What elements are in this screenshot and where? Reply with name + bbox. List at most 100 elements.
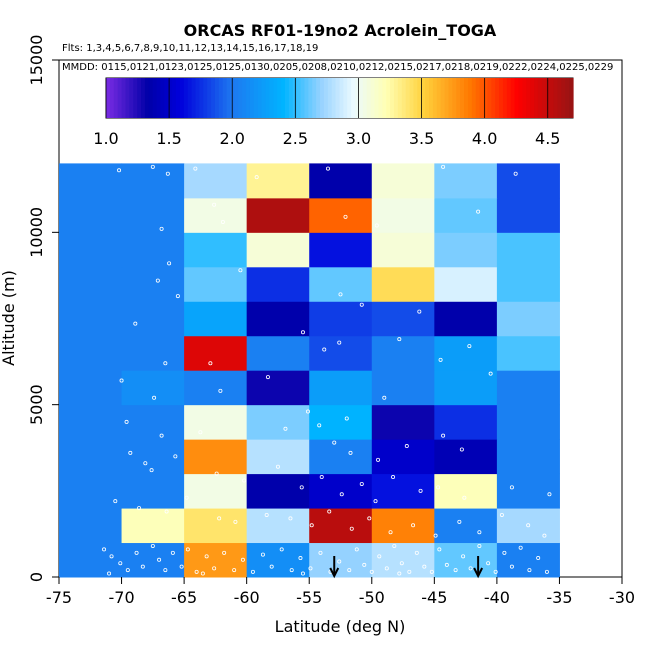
heatmap-cell: [246, 473, 310, 509]
colorbar-segment: [491, 78, 496, 118]
colorbar-segment: [242, 78, 247, 118]
observation-point: [325, 166, 330, 171]
heatmap-cell: [246, 542, 310, 578]
colorbar-tick-label: 4.5: [535, 129, 560, 148]
colorbar-segment: [483, 78, 488, 118]
colorbar-segment: [253, 78, 259, 118]
observation-point: [547, 492, 552, 497]
colorbar-segment: [475, 78, 481, 118]
colorbar-segment: [378, 78, 383, 118]
observation-point: [359, 302, 364, 307]
observation-point: [212, 202, 217, 207]
observation-point: [399, 561, 404, 566]
colorbar-segment: [499, 78, 504, 118]
heatmap-cell: [184, 197, 248, 233]
heatmap-cell: [371, 163, 435, 199]
colorbar-segment: [522, 78, 527, 118]
colorbar-segment: [530, 78, 535, 118]
colorbar-segment: [277, 78, 282, 118]
heatmap-cell: [59, 163, 123, 199]
observation-point: [354, 547, 359, 552]
observation-point: [369, 569, 374, 574]
colorbar-segment: [417, 78, 422, 118]
colorbar-segment: [125, 78, 130, 118]
observation-point: [265, 375, 270, 380]
heatmap-cell: [434, 266, 498, 302]
heatmap-cell: [246, 266, 310, 302]
heatmap-cell: [121, 404, 185, 440]
observation-point: [373, 499, 378, 504]
x-axis-label: Latitude (deg N): [275, 617, 406, 636]
heatmap-cell: [309, 163, 373, 199]
heatmap-cell: [59, 542, 123, 578]
observation-point: [344, 416, 349, 421]
colorbar-tick-label: 2.0: [219, 129, 244, 148]
heatmap-cell: [309, 473, 373, 509]
observation-point: [109, 554, 114, 559]
colorbar-segment: [557, 78, 562, 118]
heatmap-cell: [434, 370, 498, 406]
heatmap-cell: [59, 232, 123, 268]
colorbar-segment: [141, 78, 146, 118]
observation-point: [134, 550, 139, 555]
heatmap-cell: [371, 301, 435, 337]
observation-point: [414, 550, 419, 555]
y-tick-label: 10000: [27, 207, 46, 258]
observation-point: [283, 426, 288, 431]
observation-point: [164, 509, 169, 514]
heatmap-cell: [121, 301, 185, 337]
observation-point: [477, 530, 482, 535]
colorbar-tick-label: 4.0: [472, 129, 497, 148]
observation-point: [133, 321, 138, 326]
observation-point: [417, 309, 422, 314]
x-tick-label: -30: [609, 588, 635, 607]
x-tick-label: -35: [546, 588, 572, 607]
colorbar-segment: [355, 78, 360, 118]
observation-point: [509, 485, 514, 490]
down-arrow-marker: [473, 556, 484, 579]
heatmap-cell: [496, 197, 560, 233]
observation-point: [165, 171, 170, 176]
heatmap-cell: [371, 404, 435, 440]
colorbar-segment: [382, 78, 387, 118]
observation-point: [339, 492, 344, 497]
observation-point: [185, 547, 190, 552]
observation-point: [441, 433, 446, 438]
observation-point: [128, 450, 133, 455]
observation-point: [113, 499, 118, 504]
heatmap-cell: [371, 542, 435, 578]
heatmap-cell: [434, 197, 498, 233]
observation-point: [125, 568, 130, 573]
observation-point: [337, 340, 342, 345]
observation-point: [343, 214, 348, 219]
observation-point: [167, 261, 172, 266]
observation-point: [436, 485, 441, 490]
observation-point: [513, 171, 518, 176]
observation-point: [376, 457, 381, 462]
colorbar-segment: [452, 78, 457, 118]
colorbar-segment: [362, 78, 368, 118]
observation-point: [150, 543, 155, 548]
observation-point: [264, 512, 269, 517]
heatmap-cell: [121, 232, 185, 268]
heatmap-cell: [184, 404, 248, 440]
observation-point: [461, 554, 466, 559]
colorbar-segment: [152, 78, 158, 118]
heatmap-cell: [371, 370, 435, 406]
heatmap-cell: [59, 301, 123, 337]
colorbar-segment: [199, 78, 204, 118]
colorbar-segment: [335, 78, 341, 118]
observation-point: [453, 568, 458, 573]
heatmap-cell: [184, 370, 248, 406]
colorbar-segment: [238, 78, 243, 118]
colorbar-segment: [296, 78, 302, 118]
heatmap-cell: [184, 439, 248, 475]
heatmap-cell: [246, 370, 310, 406]
colorbar-segment: [393, 78, 399, 118]
colorbar-segment: [456, 78, 461, 118]
colorbar-segment: [172, 78, 177, 118]
observation-point: [477, 543, 482, 548]
colorbar-segment: [339, 78, 344, 118]
heatmap-cell: [59, 404, 123, 440]
